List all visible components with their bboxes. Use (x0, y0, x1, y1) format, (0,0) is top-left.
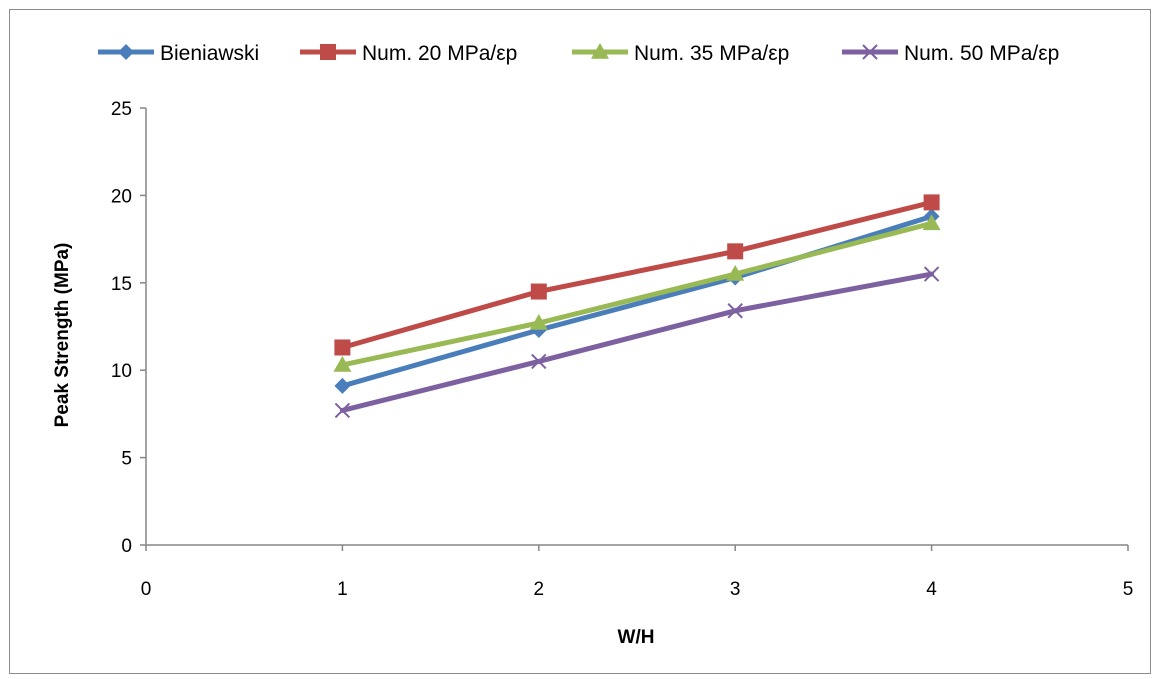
data-point (334, 377, 351, 394)
legend-entry: Num. 35 MPa/εp (572, 42, 789, 65)
series-line (339, 220, 935, 368)
data-point (726, 265, 745, 281)
y-tick-label: 15 (111, 274, 132, 295)
x-tick-label: 2 (534, 579, 545, 600)
y-tick-label: 20 (111, 186, 132, 207)
legend-entry: Num. 20 MPa/εp (300, 42, 517, 65)
y-tick-label: 5 (121, 449, 132, 470)
x-tick-label: 3 (730, 579, 741, 600)
legend-label: Num. 35 MPa/εp (634, 42, 789, 65)
series-line (339, 213, 935, 389)
data-point (922, 214, 941, 231)
x-tick-label: 1 (337, 579, 348, 600)
data-point (530, 283, 547, 300)
legend-label: Num. 20 MPa/εp (362, 42, 517, 65)
data-point (727, 243, 744, 260)
y-tick-label: 25 (111, 99, 132, 120)
data-point (334, 339, 351, 356)
x-tick-label: 0 (141, 579, 152, 600)
x-tick-label: 4 (926, 579, 937, 600)
data-point-stroke-b (923, 266, 940, 282)
series-layer (333, 194, 941, 419)
series-1 (334, 208, 940, 394)
data-point (727, 303, 743, 319)
data-point-stroke-b (727, 303, 743, 319)
legend-entry: Num. 50 MPa/εp (842, 42, 1059, 65)
data-point (333, 355, 352, 372)
data-point (923, 194, 940, 211)
data-point-stroke-b (334, 402, 351, 419)
legend-marker (118, 44, 134, 60)
legend-marker (591, 43, 609, 59)
data-point (923, 266, 940, 282)
legend: Bieniawski Num. 20 MPa/εp Num. 35 MPa/εp Nu… (98, 42, 1059, 65)
x-axis-title: W/H (618, 627, 655, 648)
series-line (339, 271, 935, 413)
series-4 (334, 266, 940, 419)
y-tick-label: 0 (121, 536, 132, 557)
x-tick-label: 5 (1123, 579, 1134, 600)
legend-entry: Bieniawski (98, 42, 259, 65)
legend-label: Bieniawski (160, 42, 259, 65)
axes: 0 5 10 15 20 25 0 1 2 3 4 5 (111, 99, 1133, 600)
y-tick-label: 10 (111, 361, 132, 382)
legend-marker-stroke-b (862, 44, 878, 60)
line-chart: Bieniawski Num. 20 MPa/εp Num. 35 MPa/εp Nu… (52, 42, 1133, 648)
legend-marker (320, 44, 336, 60)
series-line (339, 199, 935, 350)
legend-label: Num. 50 MPa/εp (904, 42, 1059, 65)
chart-frame: Bieniawski Num. 20 MPa/εp Num. 35 MPa/εp Nu… (9, 9, 1151, 674)
legend-marker (862, 44, 878, 60)
series-3 (333, 214, 941, 372)
data-point (334, 402, 351, 419)
data-point (531, 353, 547, 370)
y-axis-title: Peak Strength (MPa) (52, 243, 73, 428)
data-point-stroke-b (531, 353, 547, 370)
series-2 (334, 194, 940, 356)
data-point (529, 314, 548, 330)
